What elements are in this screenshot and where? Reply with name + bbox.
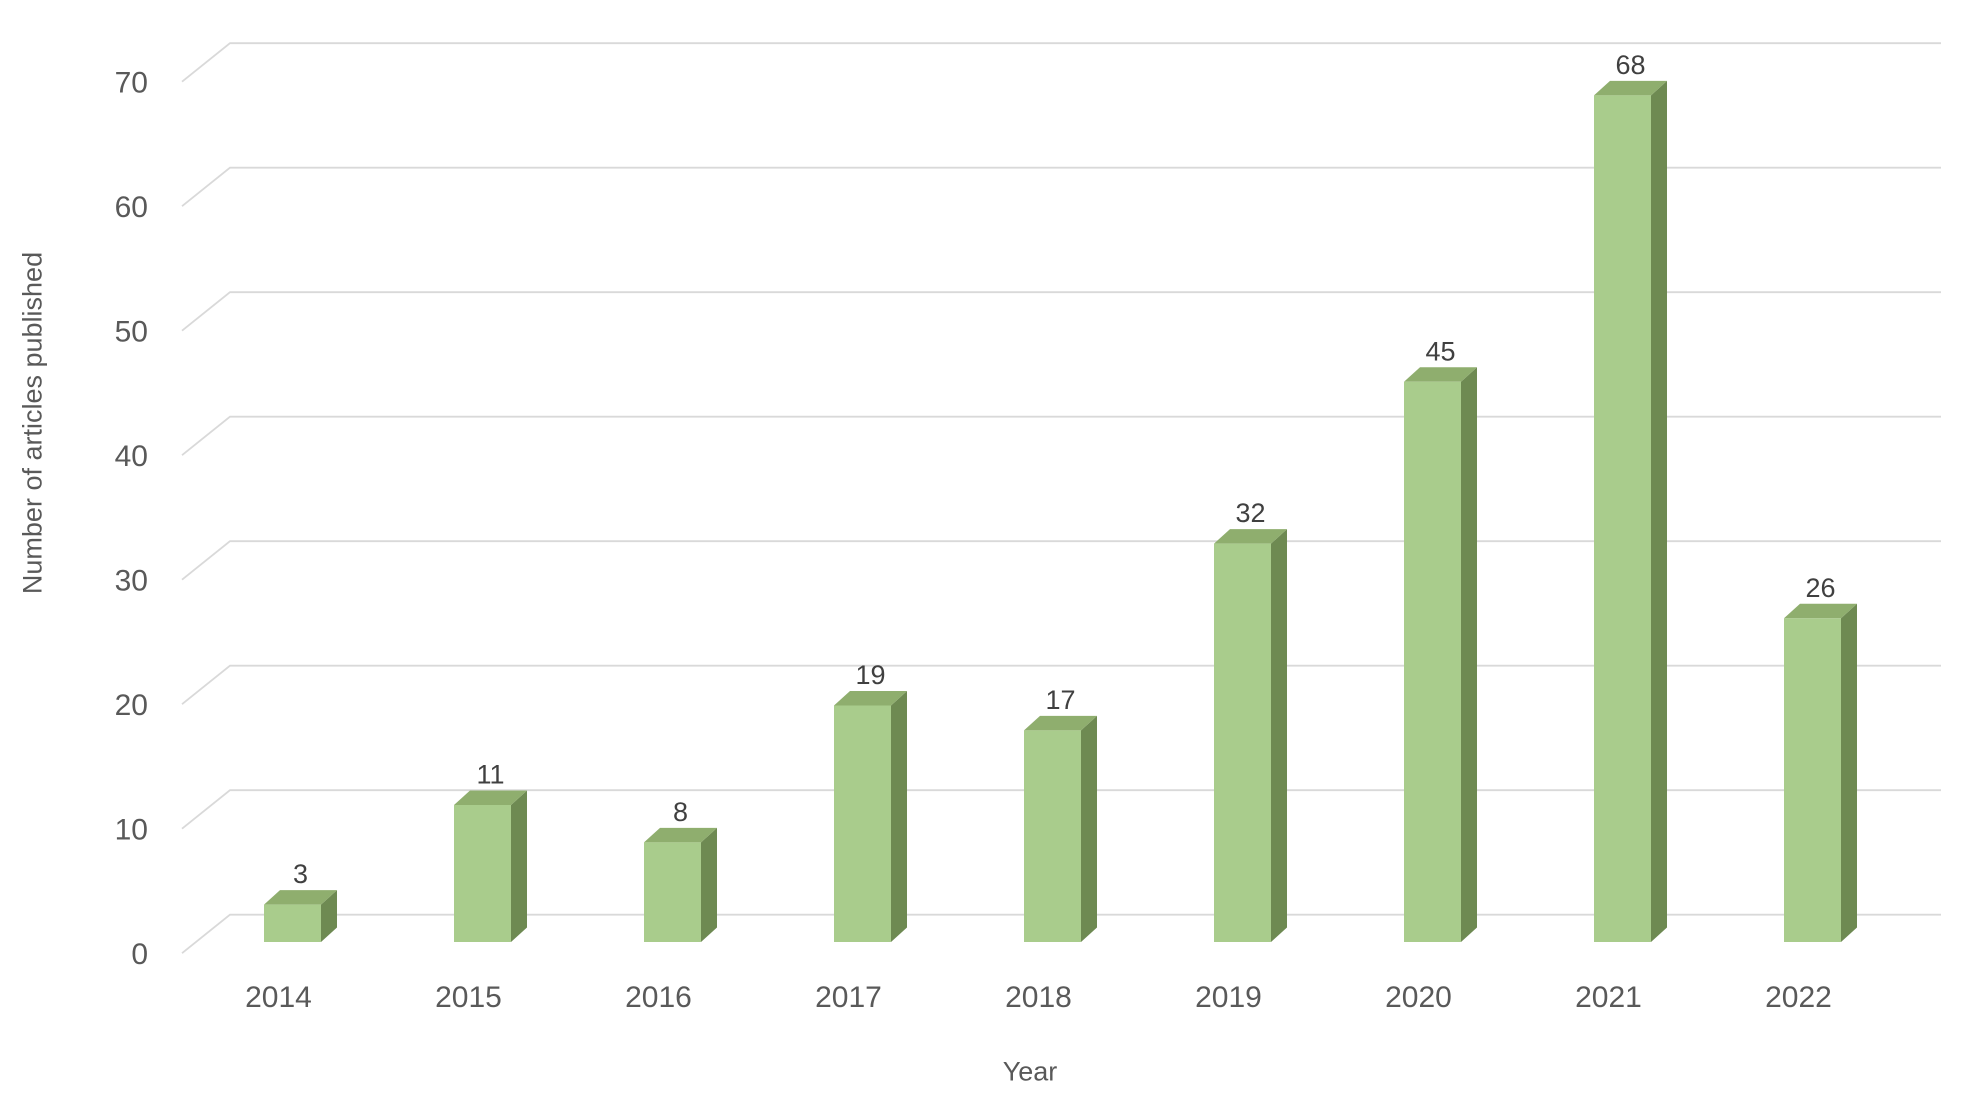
y-tick-label: 20 xyxy=(115,689,148,722)
bar-top-face xyxy=(644,827,717,843)
gridline-0 xyxy=(181,913,1941,954)
bar-front-face xyxy=(644,842,701,942)
bar-top-face xyxy=(1404,367,1477,382)
bar-side-face xyxy=(1651,80,1667,942)
gridline-10 xyxy=(181,789,1941,830)
bar-side-face xyxy=(511,790,527,942)
x-tick-label: 2017 xyxy=(815,981,882,1014)
bar-side-face xyxy=(891,690,907,942)
gridline-40 xyxy=(181,415,1941,456)
bar-2016 xyxy=(644,827,717,942)
bar-side-face xyxy=(701,827,717,942)
bar-top-face xyxy=(1784,603,1857,619)
bar-front-face xyxy=(454,805,511,942)
y-tick-label: 0 xyxy=(131,938,148,971)
bar-front-face xyxy=(264,904,321,942)
gridline-20 xyxy=(181,664,1941,705)
x-tick-label: 2019 xyxy=(1195,981,1262,1014)
bar-side-face xyxy=(1271,529,1287,942)
data-label: 32 xyxy=(1235,498,1265,528)
y-tick-label: 40 xyxy=(115,440,148,473)
bar-2018 xyxy=(1024,715,1097,942)
data-label: 8 xyxy=(673,797,688,827)
bar-top-face xyxy=(1594,80,1667,96)
x-tick-label: 2018 xyxy=(1005,981,1072,1014)
bar-side-face xyxy=(321,890,337,942)
gridline-50 xyxy=(181,291,1941,332)
gridline-60 xyxy=(181,166,1941,207)
bar-front-face xyxy=(1024,730,1081,942)
y-tick-label: 60 xyxy=(115,191,148,224)
bar-top-face xyxy=(834,690,907,706)
bar-2022 xyxy=(1784,603,1857,942)
y-tick-label: 30 xyxy=(115,565,148,598)
bar-front-face xyxy=(1404,381,1461,942)
gridline-30 xyxy=(181,540,1941,581)
bar-top-face xyxy=(264,890,337,905)
data-label: 11 xyxy=(476,760,504,790)
bar-side-face xyxy=(1841,603,1857,942)
data-label: 19 xyxy=(855,660,885,690)
gridline-70 xyxy=(181,42,1941,83)
y-tick-label: 70 xyxy=(115,67,148,100)
x-axis-title: Year xyxy=(1002,1056,1058,1087)
bar-2015 xyxy=(454,790,527,942)
x-tick-label: 2015 xyxy=(435,981,502,1014)
y-axis-title: Number of articles published xyxy=(17,251,48,595)
data-label: 45 xyxy=(1425,336,1455,366)
bar-front-face xyxy=(1784,618,1841,942)
bar-side-face xyxy=(1081,715,1097,942)
bar-2020 xyxy=(1404,367,1477,942)
bar-front-face xyxy=(1214,543,1271,942)
bar-top-face xyxy=(1214,529,1287,544)
x-tick-label: 2021 xyxy=(1575,981,1642,1014)
x-tick-label: 2014 xyxy=(245,981,312,1014)
bar-side-face xyxy=(1461,367,1477,942)
bar-front-face xyxy=(834,705,891,942)
bar-top-face xyxy=(454,790,527,806)
bar-top-face xyxy=(1024,715,1097,731)
y-tick-label: 50 xyxy=(115,316,148,349)
bar-2017 xyxy=(834,690,907,942)
bar-2014 xyxy=(264,890,337,942)
y-tick-label: 10 xyxy=(115,814,148,847)
data-label: 17 xyxy=(1045,685,1075,715)
x-tick-label: 2020 xyxy=(1385,981,1452,1014)
bar-front-face xyxy=(1594,95,1651,942)
bar-2021 xyxy=(1594,80,1667,942)
data-label: 68 xyxy=(1615,50,1645,80)
data-label: 26 xyxy=(1805,573,1835,603)
bar-2019 xyxy=(1214,529,1287,942)
x-tick-label: 2022 xyxy=(1765,981,1832,1014)
x-tick-label: 2016 xyxy=(625,981,692,1014)
data-label: 3 xyxy=(293,859,308,889)
